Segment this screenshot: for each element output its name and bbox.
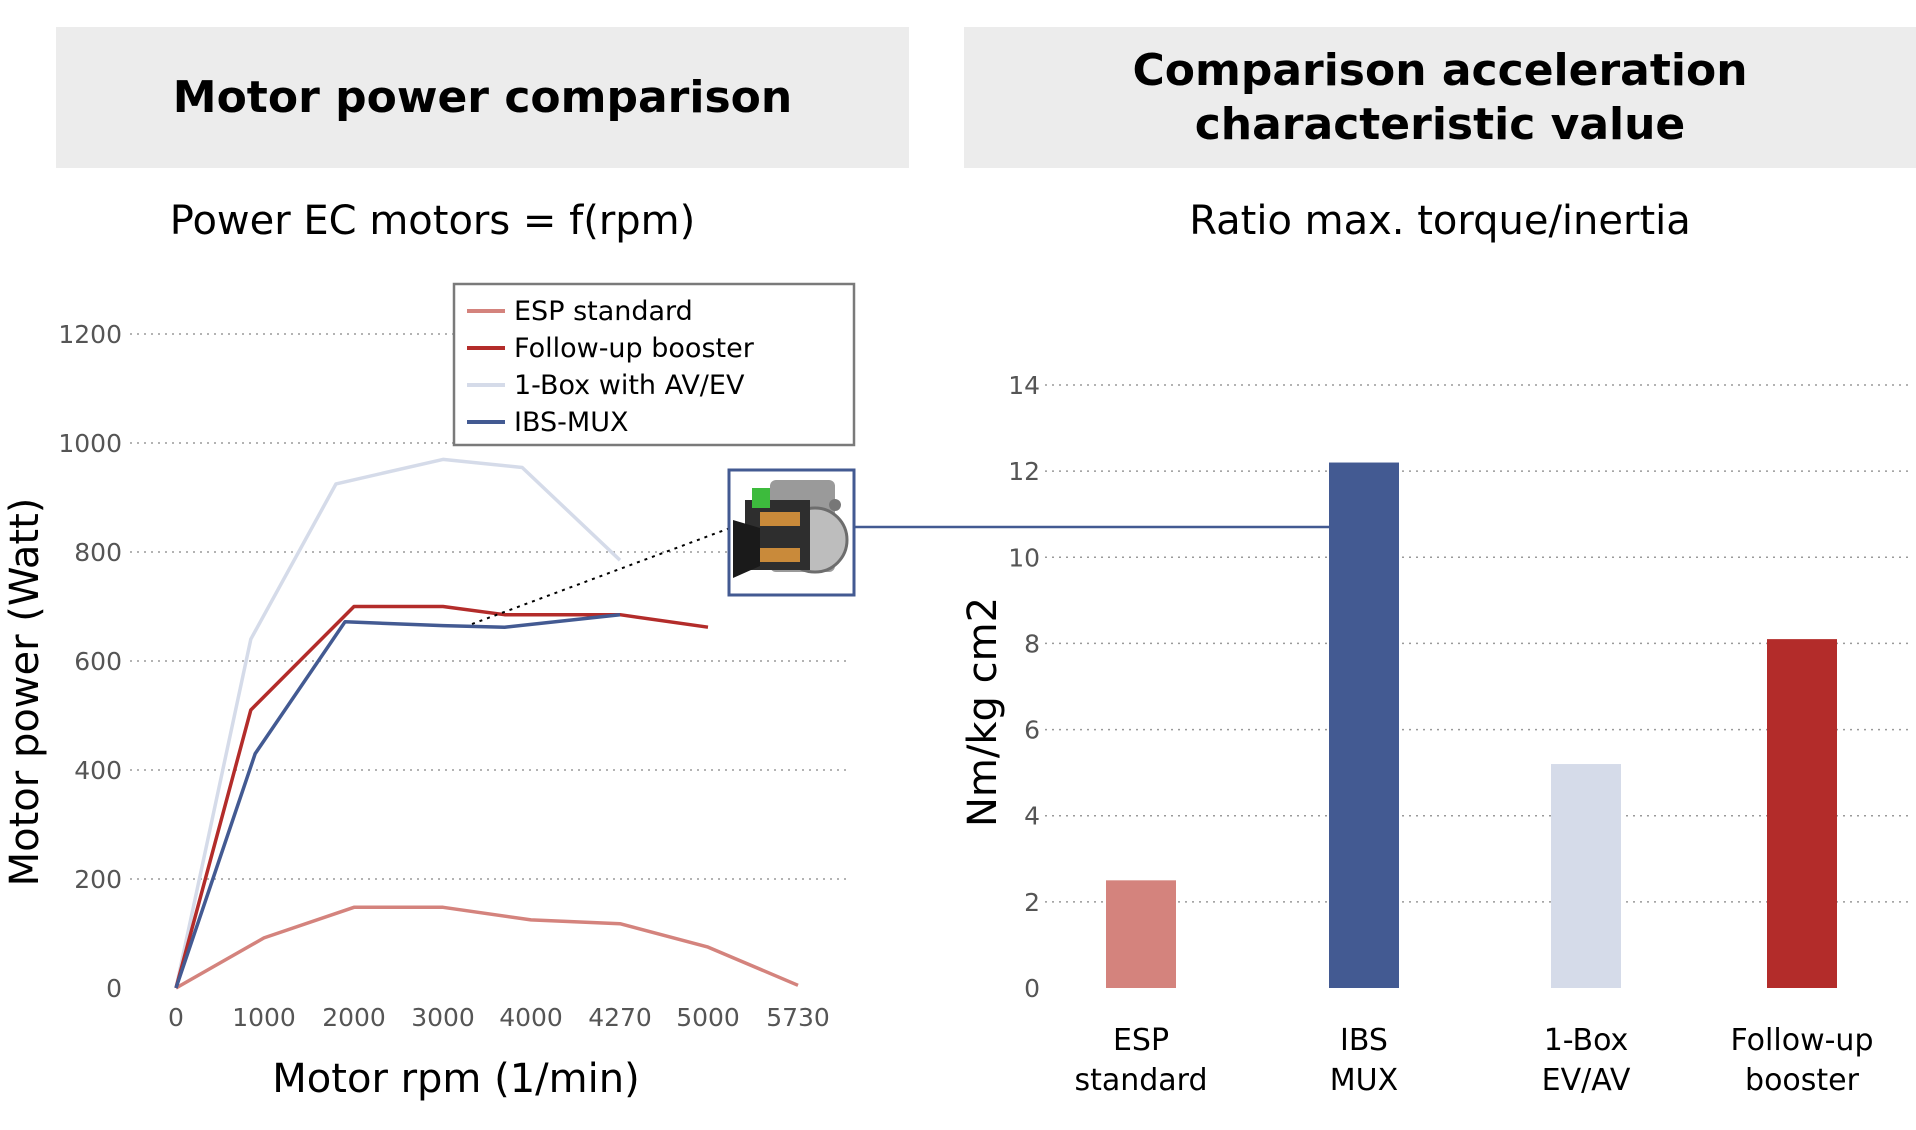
bar-chart-bars [1106, 462, 1837, 988]
bar [1106, 880, 1176, 988]
bar-chart-y-tick-label: 8 [1024, 629, 1040, 658]
left-header-text: Motor power comparison [172, 71, 793, 123]
right-header-line2: characteristic value [1194, 98, 1686, 150]
inset-group [471, 468, 1331, 625]
right-header-line1: Comparison acceleration [1132, 44, 1748, 96]
motor-cutaway-image [727, 468, 856, 597]
line-chart-x-tick-label: 1000 [232, 1003, 296, 1032]
line-chart-y-tick-label: 200 [74, 865, 122, 894]
bar-chart-y-tick-label: 12 [1008, 457, 1040, 486]
bar-category-label: Follow-up [1731, 1023, 1874, 1058]
right-panel-header: Comparison acceleration characteristic v… [964, 27, 1916, 168]
bar-chart-subtitle: Ratio max. torque/inertia [1189, 198, 1691, 244]
bar-chart-y-tick-label: 4 [1024, 802, 1040, 831]
bar-category-label: IBS [1340, 1023, 1388, 1058]
line-chart-y-tick-label: 0 [106, 974, 122, 1003]
left-panel-header: Motor power comparison [56, 27, 909, 168]
legend-label: 1-Box with AV/EV [514, 370, 745, 401]
bar-category-label: standard [1074, 1063, 1207, 1098]
line-chart-y-tick-label: 800 [74, 538, 122, 567]
line-chart-x-axis-label: Motor rpm (1/min) [272, 1056, 639, 1102]
bar-chart-y-tick-label: 0 [1024, 974, 1040, 1003]
inset-dotted-connector [471, 527, 731, 625]
bar-chart-y-axis-label: Nm/kg cm2 [960, 597, 1006, 827]
bar-chart-y-tick-label: 6 [1024, 716, 1040, 745]
bar [1329, 462, 1399, 988]
series-line-ibs-mux [174, 612, 621, 989]
series-line-esp-standard [175, 905, 799, 990]
bar-chart-y-tick-label: 2 [1024, 888, 1040, 917]
line-chart-y-tick-label: 600 [74, 647, 122, 676]
bar-chart-y-tick-label: 10 [1008, 543, 1040, 572]
bar-category-label: booster [1745, 1063, 1860, 1098]
legend-box [452, 282, 856, 447]
line-chart-x-tick-label: 4000 [499, 1003, 563, 1032]
bar-category-label: MUX [1330, 1063, 1398, 1098]
line-chart-x-tick-label: 5730 [766, 1003, 830, 1032]
legend-label: ESP standard [514, 296, 693, 327]
line-chart-x-tick-label: 3000 [411, 1003, 475, 1032]
line-chart-x-tick-label: 0 [168, 1003, 184, 1032]
line-chart-x-ticks: 0 1000 2000 3000 4000 4270 5000 5730 [168, 1003, 830, 1032]
line-chart-y-tick-label: 1200 [58, 320, 122, 349]
series-line-follow-up-booster [174, 604, 709, 989]
line-chart-subtitle: Power EC motors = f(rpm) [169, 198, 696, 244]
line-chart-y-tick-label: 1000 [58, 429, 122, 458]
line-chart-series [174, 457, 799, 990]
line-chart-x-tick-label: 2000 [322, 1003, 386, 1032]
legend-label: IBS-MUX [514, 407, 628, 438]
line-chart-legend: ESP standard Follow-up booster 1-Box with … [452, 282, 856, 447]
bar-chart-y-tick-label: 14 [1008, 371, 1040, 400]
bar [1551, 764, 1621, 988]
bar-chart-categories: ESP standard IBS MUX 1-Box EV/AV Follow-up boos… [1074, 1023, 1873, 1098]
bar-category-label: ESP [1113, 1023, 1169, 1058]
line-chart-y-tick-label: 400 [74, 756, 122, 785]
line-chart-x-tick-label: 4270 [588, 1003, 652, 1032]
series-line-1-box-with-av-ev [174, 457, 622, 989]
bar-category-label: EV/AV [1542, 1063, 1631, 1098]
line-chart-y-ticks: 0 200 400 600 800 1000 1200 [58, 320, 122, 1003]
line-chart-x-tick-label: 5000 [676, 1003, 740, 1032]
legend-label: Follow-up booster [514, 333, 755, 364]
bar [1767, 639, 1837, 988]
line-chart-y-axis-label: Motor power (Watt) [2, 498, 48, 887]
bar-category-label: 1-Box [1544, 1023, 1629, 1058]
bar-chart-y-ticks: 0 2 4 6 8 10 12 14 [1008, 371, 1040, 1003]
